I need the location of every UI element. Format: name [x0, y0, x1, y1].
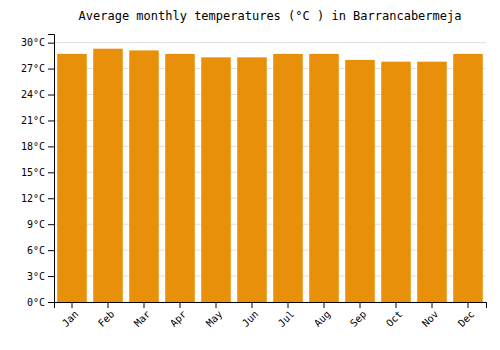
x-tick-mark: [360, 302, 361, 308]
x-tick: Apr: [168, 302, 189, 329]
y-tick-mark: [48, 250, 54, 251]
x-tick: Jun: [240, 302, 261, 329]
x-tick-label: Mar: [132, 308, 153, 329]
y-tick-mark: [48, 69, 54, 70]
x-tick-mark: [144, 302, 145, 308]
bar: [309, 54, 339, 302]
x-tick-label: Jun: [240, 308, 261, 329]
x-tick: Nov: [420, 302, 441, 329]
y-tick: 3°C: [27, 271, 54, 282]
y-tick: 21°C: [21, 115, 54, 126]
x-axis: Jan Feb Mar Apr May Jun Jul Aug Sep Oct Nov Dec: [55, 302, 487, 329]
bar: [453, 54, 483, 302]
x-tick: Jul: [276, 302, 297, 329]
bar: [273, 54, 303, 302]
x-tick-mark: [432, 302, 433, 308]
bar: [201, 57, 231, 302]
y-tick-label: 30°C: [21, 37, 45, 48]
bar: [237, 57, 267, 302]
x-tick-label: Nov: [420, 308, 441, 329]
x-tick-mark: [324, 302, 325, 308]
y-tick-mark: [48, 43, 54, 44]
x-tick-label: Oct: [384, 308, 405, 329]
y-tick: 30°C: [21, 37, 54, 48]
bar: [129, 50, 159, 302]
y-tick-mark: [48, 146, 54, 147]
x-tick-label: Aug: [312, 308, 333, 329]
x-tick-mark: [108, 302, 109, 308]
y-tick-label: 3°C: [27, 271, 45, 282]
x-tick: Sep: [348, 302, 369, 329]
x-tick-mark: [180, 302, 181, 308]
x-tick-label: Sep: [348, 308, 369, 329]
y-tick: 12°C: [21, 193, 54, 204]
grid: [54, 43, 486, 302]
y-tick-mark: [48, 95, 54, 96]
y-tick-mark: [48, 120, 54, 121]
chart-container: 0°C 3°C 6°C 9°C 12°C 15°C 18°C 21°C 24°C 27°C 30°C…: [0, 0, 500, 350]
x-tick: Oct: [384, 302, 405, 329]
bar: [381, 62, 411, 302]
y-axis-line: [48, 35, 55, 303]
y-tick-label: 6°C: [27, 245, 45, 256]
y-tick-label: 21°C: [21, 115, 45, 126]
y-tick-label: 12°C: [21, 193, 45, 204]
x-tick-mark: [396, 302, 397, 308]
x-tick-label: Apr: [168, 308, 189, 329]
y-tick-mark: [48, 302, 54, 303]
bar: [417, 62, 447, 302]
bar: [345, 60, 375, 302]
bar: [165, 54, 195, 302]
y-tick-label: 27°C: [21, 63, 45, 74]
y-tick-label: 15°C: [21, 167, 45, 178]
x-axis-line: [55, 303, 487, 309]
y-tick: 18°C: [21, 141, 54, 152]
x-tick: May: [204, 302, 225, 329]
x-tick-mark: [252, 302, 253, 308]
grid-line: [54, 42, 486, 43]
x-tick-mark: [288, 302, 289, 308]
x-tick-mark: [468, 302, 469, 308]
y-tick-label: 0°C: [27, 297, 45, 308]
x-tick: Mar: [132, 302, 153, 329]
x-tick-label: Jan: [60, 308, 81, 329]
x-tick: Feb: [96, 302, 117, 329]
y-tick: 6°C: [27, 245, 54, 256]
x-tick-label: Dec: [456, 308, 477, 329]
x-tick: Jan: [60, 302, 81, 329]
x-tick-label: Jul: [276, 308, 297, 329]
y-tick: 24°C: [21, 89, 54, 100]
y-tick-label: 9°C: [27, 219, 45, 230]
y-tick-label: 24°C: [21, 89, 45, 100]
y-tick: 27°C: [21, 63, 54, 74]
title: Average monthly temperatures (°C ) in Ba…: [79, 9, 462, 23]
y-tick-mark: [48, 224, 54, 225]
bar: [57, 54, 87, 302]
x-tick-label: Feb: [96, 308, 117, 329]
x-tick: Dec: [456, 302, 477, 329]
y-tick: 15°C: [21, 167, 54, 178]
bars: [57, 49, 483, 302]
x-tick-mark: [216, 302, 217, 308]
y-tick: 0°C: [27, 297, 54, 308]
y-tick-mark: [48, 172, 54, 173]
x-tick-mark: [72, 302, 73, 308]
plot-area: 0°C 3°C 6°C 9°C 12°C 15°C 18°C 21°C 24°C 27°C 30°C…: [21, 35, 487, 329]
y-tick-mark: [48, 276, 54, 277]
y-tick-mark: [48, 198, 54, 199]
x-tick-label: May: [204, 308, 225, 329]
y-tick-label: 18°C: [21, 141, 45, 152]
y-axis: 0°C 3°C 6°C 9°C 12°C 15°C 18°C 21°C 24°C 27°C 30°C: [21, 35, 55, 308]
x-tick: Aug: [312, 302, 333, 329]
chart-svg: 0°C 3°C 6°C 9°C 12°C 15°C 18°C 21°C 24°C 27°C 30°C…: [0, 0, 500, 350]
bar: [93, 49, 123, 302]
y-tick: 9°C: [27, 219, 54, 230]
